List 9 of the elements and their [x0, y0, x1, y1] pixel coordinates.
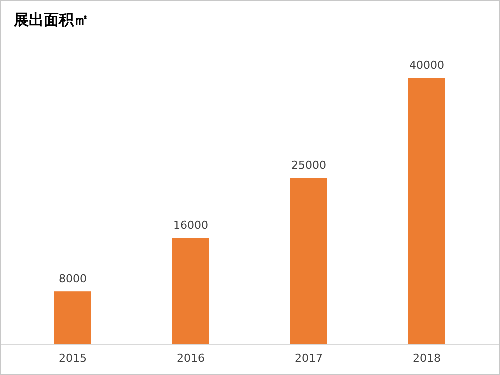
data-label: 25000: [292, 159, 326, 172]
title: 展出面积㎡: [14, 11, 89, 29]
x-tick-label: 2018: [413, 352, 441, 365]
x-tick-label: 2015: [59, 352, 87, 365]
x-tick-label: 2016: [177, 352, 205, 365]
data-label: 8000: [59, 272, 87, 286]
data-label: 16000: [174, 219, 208, 232]
data-label: 40000: [410, 59, 444, 72]
x-tick-label: 2017: [295, 352, 323, 365]
